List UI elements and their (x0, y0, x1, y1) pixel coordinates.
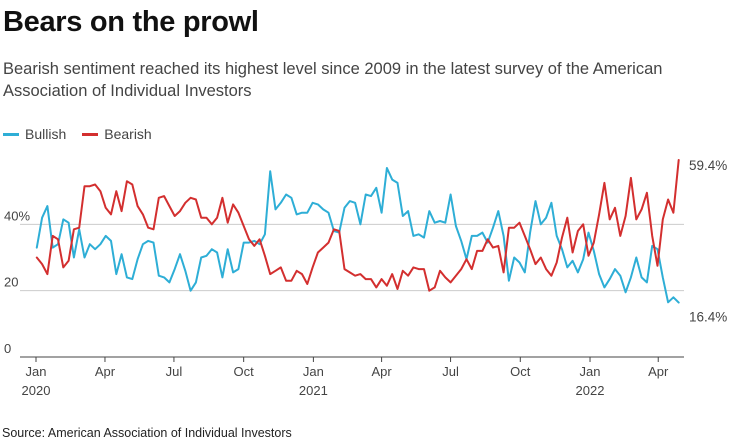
y-tick-label: 0 (4, 341, 11, 356)
series-line-bullish (35, 167, 680, 304)
x-tick-label: Apr (371, 364, 392, 379)
chart-title: Bears on the prowl (3, 6, 259, 38)
chart-legend: Bullish Bearish (3, 126, 168, 142)
legend-swatch-bullish (3, 132, 19, 136)
end-label-bullish: 16.4% (689, 310, 727, 325)
legend-item-bearish: Bearish (82, 126, 152, 142)
x-tick-label: Apr (95, 364, 116, 379)
chart-source: Source: American Association of Individu… (2, 426, 292, 440)
legend-label-bullish: Bullish (25, 126, 67, 142)
x-tick-label: Jan (303, 364, 324, 379)
legend-item-bullish: Bullish (3, 126, 66, 142)
end-label-bearish: 59.4% (689, 158, 727, 173)
x-tick-year-label: 2022 (576, 383, 605, 398)
series-line-bearish (35, 159, 680, 292)
x-tick-year-label: 2021 (299, 383, 328, 398)
series-lines (35, 159, 680, 304)
x-tick-label: Jul (442, 364, 459, 379)
chart-subtitle: Bearish sentiment reached its highest le… (3, 60, 663, 100)
axes: 0 20 40% Jan 2020 Apr Jul Oct Jan 2021 Apr Jul Oct Ja… (4, 208, 684, 398)
annotations: 59.4% 16.4% (689, 158, 727, 325)
legend-swatch-bearish (82, 132, 99, 136)
y-tick-label: 40% (4, 208, 30, 223)
x-tick-label: Oct (234, 364, 255, 379)
x-tick-label: Apr (648, 364, 669, 379)
legend-label-bearish: Bearish (104, 126, 152, 142)
gridlines (20, 223, 684, 292)
x-tick-label: Jan (580, 364, 601, 379)
x-tick-year-label: 2020 (22, 383, 51, 398)
x-tick-label: Jan (26, 364, 47, 379)
x-tick-label: Jul (166, 364, 183, 379)
x-tick-label: Oct (510, 364, 531, 379)
y-tick-label: 20 (4, 275, 18, 290)
